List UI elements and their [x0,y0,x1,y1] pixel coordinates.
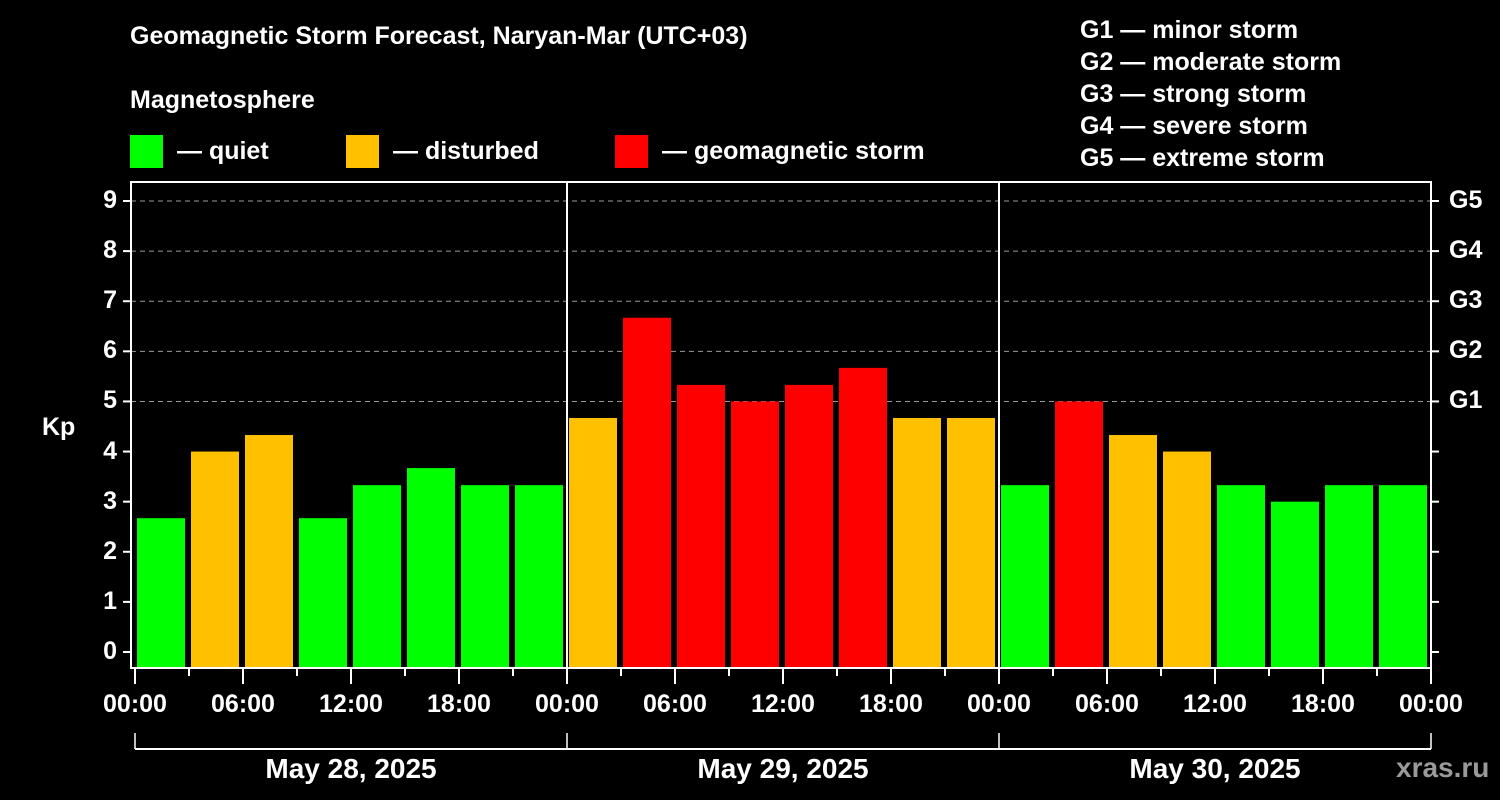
x-tick-label: 12:00 [751,690,815,718]
bar-disturbed [893,417,941,667]
bar-disturbed [947,417,995,667]
date-label: May 30, 2025 [1129,753,1301,784]
g-level-label: G2 [1449,336,1483,365]
g-level-label: G1 [1449,386,1483,415]
y-tick-label: 8 [103,236,117,265]
y-axis-label: Kp [42,413,76,441]
x-tick-label: 06:00 [211,690,275,718]
bar-storm [677,384,725,667]
g-scale-item: G3 — strong storm [1080,80,1307,108]
magnetosphere-heading: Magnetosphere [130,86,315,114]
x-tick-label: 18:00 [859,690,923,718]
g-scale-legend: G1 — minor storm G2 — moderate storm G3 … [1080,14,1341,174]
bar-storm [731,401,779,667]
bar-disturbed [191,451,239,667]
x-tick-label: 00:00 [1399,690,1463,718]
g-level-label: G4 [1449,236,1483,265]
bar-disturbed [569,417,617,667]
bar-quiet [137,518,185,667]
legend-label: — quiet [177,136,269,165]
legend-label: — geomagnetic storm [662,136,925,165]
y-tick-label: 3 [103,486,117,515]
y-tick-label: 5 [103,386,117,415]
legend-storm: — geomagnetic storm [615,134,925,168]
legend-swatch-quiet [130,134,163,168]
bar-quiet [1217,485,1265,667]
bar-quiet [407,468,455,667]
g-scale-item: G4 — severe storm [1080,112,1308,140]
x-tick-label: 00:00 [535,690,599,718]
g-scale-item: G5 — extreme storm [1080,144,1325,172]
y-tick-label: 9 [103,186,117,214]
x-tick-label: 18:00 [427,690,491,718]
bar-storm [1055,401,1103,667]
bar-quiet [461,485,509,667]
legend-swatch-disturbed [346,134,379,168]
y-tick-label: 7 [103,286,117,315]
g-level-label: G5 [1449,186,1483,214]
g-scale-item: G1 — minor storm [1080,16,1299,44]
y-tick-label: 2 [103,536,117,565]
legend-label: — disturbed [393,136,539,165]
legend-disturbed: — disturbed [346,134,539,168]
y-tick-label: 0 [103,637,117,665]
y-tick-label: 1 [103,586,117,615]
bar-quiet [353,485,401,667]
bar-disturbed [245,435,293,667]
date-label: May 28, 2025 [265,753,437,784]
bar-storm [839,367,887,667]
bar-quiet [1001,485,1049,667]
date-label: May 29, 2025 [697,753,869,784]
bar-disturbed [1109,435,1157,667]
x-tick-label: 06:00 [643,690,707,718]
bar-quiet [299,518,347,667]
plot-frame [130,181,1432,669]
bar-storm [623,317,671,667]
bar-quiet [1379,485,1427,667]
bar-quiet [515,485,563,667]
y-tick-label: 4 [103,436,117,465]
x-tick-label: 18:00 [1291,690,1355,718]
x-tick-label: 12:00 [319,690,383,718]
bar-quiet [1271,501,1319,667]
bar-quiet [1325,485,1373,667]
x-tick-label: 06:00 [1075,690,1139,718]
legend-quiet: — quiet [130,134,269,168]
bar-storm [785,384,833,667]
watermark: xras.ru [1396,752,1490,783]
chart-title: Geomagnetic Storm Forecast, Naryan-Mar (… [130,22,748,50]
x-tick-label: 00:00 [103,690,167,718]
y-tick-label: 6 [103,336,117,365]
g-scale-item: G2 — moderate storm [1080,48,1342,76]
bar-disturbed [1163,451,1211,667]
g-level-label: G3 [1449,286,1483,315]
x-tick-label: 12:00 [1183,690,1247,718]
x-tick-label: 00:00 [967,690,1031,718]
legend-swatch-storm [615,134,648,168]
